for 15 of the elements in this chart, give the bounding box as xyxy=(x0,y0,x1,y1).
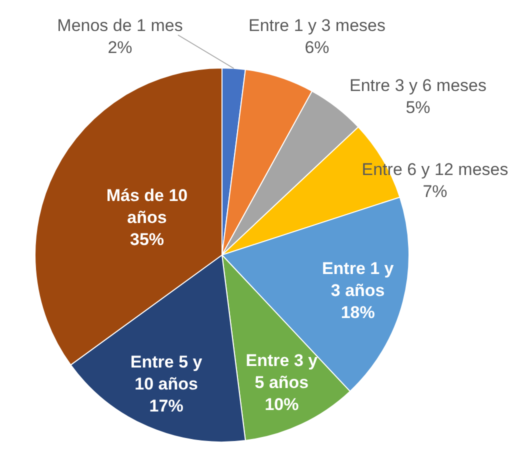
slice-label: Entre 5 y 10 años xyxy=(130,352,203,394)
data-label: 18% xyxy=(340,302,375,322)
data-label: 35% xyxy=(130,230,164,249)
slice-label: Entre 3 y 5 años xyxy=(246,350,318,392)
slice-label: Más de 10 años xyxy=(106,186,188,227)
slice-label: Entre 1 y 3 años xyxy=(322,258,394,300)
data-label: 7% xyxy=(422,182,448,201)
data-label: 10% xyxy=(264,394,299,414)
slice-label: Entre 3 y 6 meses xyxy=(349,76,487,95)
data-label: 6% xyxy=(304,38,330,57)
slice-label: Menos de 1 mes xyxy=(57,16,183,35)
data-label: 17% xyxy=(149,396,184,416)
data-label: 5% xyxy=(406,98,430,117)
data-label: 2% xyxy=(108,38,132,57)
slice-label: Entre 1 y 3 meses xyxy=(248,16,386,35)
